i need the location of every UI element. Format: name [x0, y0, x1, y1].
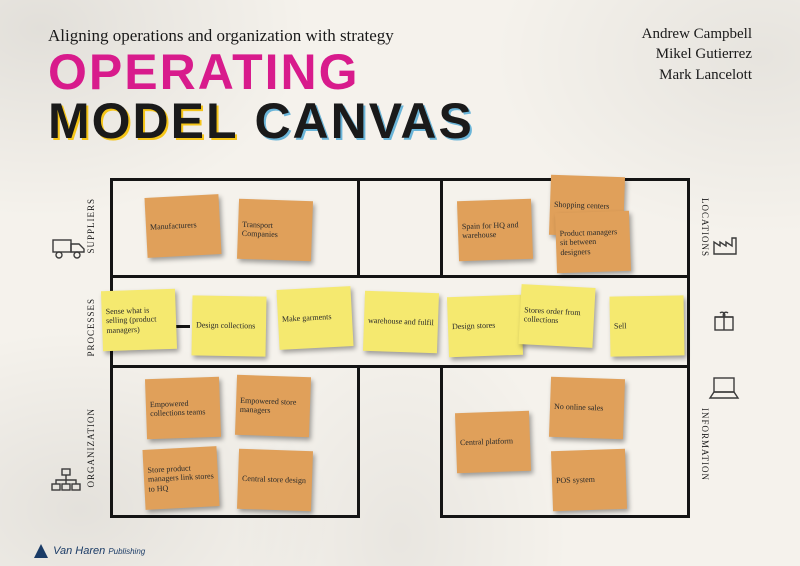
- laptop-icon: [708, 376, 740, 408]
- sticky-note: Stores order from collections: [518, 284, 595, 348]
- box-gap-top: [360, 178, 440, 278]
- author-1: Andrew Campbell: [642, 24, 752, 44]
- publisher: Van Haren Publishing: [34, 544, 145, 558]
- label-locations: LOCATIONS: [700, 198, 710, 257]
- sticky-note: Spain for HQ and warehouse: [457, 199, 533, 262]
- title-word-3: CANVAS: [254, 97, 473, 146]
- sticky-note: Sense what is selling (product managers): [101, 289, 177, 352]
- canvas: SUPPLIERS PROCESSES ORGANIZATION LOCATIO…: [110, 178, 690, 518]
- author-3: Mark Lancelott: [642, 65, 752, 85]
- publisher-logo-icon: [34, 544, 48, 558]
- sticky-note: Manufacturers: [144, 194, 221, 258]
- sticky-note: Empowered store managers: [235, 375, 311, 438]
- title-word-2: MODEL: [48, 97, 239, 146]
- sticky-note: Make garments: [276, 286, 353, 350]
- truck-icon: [52, 236, 86, 266]
- sticky-note: Empowered collections teams: [145, 377, 221, 440]
- authors-block: Andrew Campbell Mikel Gutierrez Mark Lan…: [642, 24, 752, 85]
- publisher-sub: Publishing: [108, 547, 145, 556]
- sticky-note: Design collections: [191, 295, 266, 356]
- author-2: Mikel Gutierrez: [642, 44, 752, 64]
- sticky-note: Design stores: [447, 295, 523, 358]
- gift-icon: [712, 308, 736, 338]
- sticky-note: Product managers sit between designers: [555, 211, 631, 274]
- publisher-name: Van Haren: [53, 545, 105, 557]
- org-chart-icon: [50, 468, 82, 498]
- sticky-note: No online sales: [549, 377, 625, 440]
- factory-icon: [712, 232, 740, 262]
- sticky-note: Central platform: [455, 411, 531, 474]
- sticky-note: warehouse and fulfil: [363, 291, 439, 354]
- sticky-note: POS system: [551, 449, 627, 512]
- label-information: INFORMATION: [700, 408, 710, 481]
- label-processes: PROCESSES: [86, 298, 96, 357]
- subtitle: Aligning operations and organization wit…: [48, 26, 394, 46]
- sticky-note: Central store design: [237, 449, 313, 512]
- label-organization: ORGANIZATION: [86, 408, 96, 488]
- title-word-1: OPERATING: [48, 44, 360, 100]
- main-title: OPERATING MODEL CANVAS: [48, 48, 474, 146]
- sticky-note: Store product managers link stores to HQ: [142, 446, 219, 510]
- sticky-note: Transport Companies: [237, 199, 313, 262]
- sticky-note: Sell: [609, 295, 684, 356]
- label-suppliers: SUPPLIERS: [86, 198, 96, 254]
